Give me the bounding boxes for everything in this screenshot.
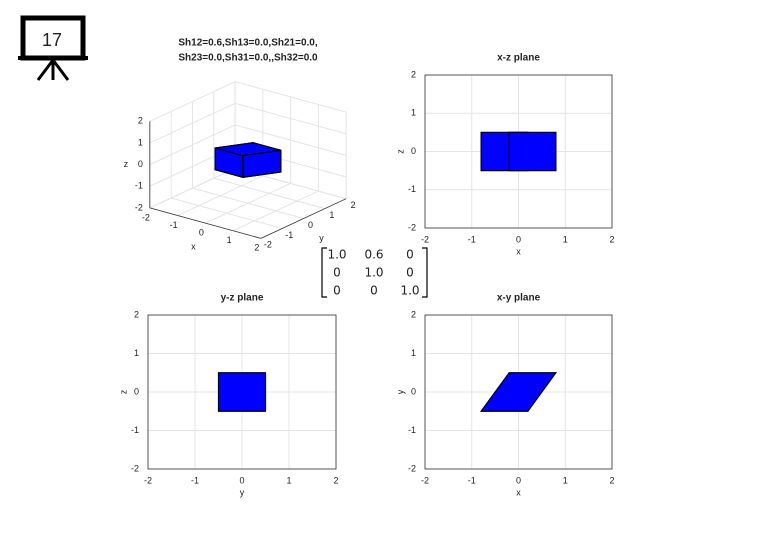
y-tick-label: -2 (131, 463, 139, 473)
matrix-cell: 0 (333, 266, 341, 280)
chart-title: y-z plane (221, 293, 264, 304)
grid-line (234, 102, 347, 135)
x-tick-label: 0 (199, 228, 204, 238)
x-tick-label: 1 (563, 475, 568, 485)
axes-box (424, 74, 613, 229)
matrix-cell: 1.0 (400, 284, 419, 298)
y-tick-label: -1 (408, 184, 416, 194)
y-tick-label: -1 (285, 230, 293, 240)
y-tick-label: 2 (411, 69, 416, 79)
x-tick-label: -1 (170, 220, 178, 230)
y-tick-label: -1 (408, 425, 416, 435)
x-tick-label: -1 (468, 234, 476, 244)
x-tick-label: -1 (468, 475, 476, 485)
matrix-cell: 0.6 (364, 248, 383, 262)
z-tick-label: -1 (135, 181, 143, 191)
matrix-cell: 0 (370, 284, 378, 298)
y-axis-label: z (395, 149, 405, 154)
z-tick-label: 0 (138, 159, 143, 169)
x-tick-label: 1 (227, 235, 232, 245)
shape (479, 372, 558, 412)
x-axis-label: x (516, 487, 521, 497)
grid-line (149, 102, 236, 144)
z-tick-label: -2 (135, 202, 143, 212)
grid-line (171, 197, 283, 229)
shape (217, 372, 267, 412)
x-tick-label: 0 (516, 475, 521, 485)
x-tick-label: 2 (609, 475, 614, 485)
y-tick-label: -2 (408, 222, 416, 232)
x-tick-label: 1 (563, 234, 568, 244)
axis-line (149, 207, 262, 239)
x-axis-label: x (191, 242, 196, 252)
matrix-cell: 1.0 (327, 248, 346, 262)
grid-line (213, 177, 325, 210)
x-tick-label: -2 (421, 234, 429, 244)
matrix-cell: 0 (333, 284, 341, 298)
y-tick-label: 2 (351, 200, 356, 210)
z-tick-label: 1 (138, 137, 143, 147)
y-axis-label: z (118, 389, 128, 394)
x-axis-label: x (516, 246, 521, 256)
grid-line (149, 124, 236, 166)
y-axis-label: y (319, 233, 324, 243)
grid-line (149, 81, 236, 122)
y-tick-label: 1 (411, 108, 416, 118)
icon-leg (51, 59, 70, 81)
grid-line (234, 81, 347, 113)
y-tick-label: -1 (131, 425, 139, 435)
y-tick-label: 0 (308, 220, 313, 230)
grid-line (192, 187, 304, 220)
grid-line (149, 167, 236, 209)
y-tick-label: 2 (134, 309, 139, 319)
x-tick-label: 0 (239, 475, 244, 485)
y-tick-label: 0 (411, 386, 416, 396)
x-tick-label: 0 (516, 234, 521, 244)
x-tick-label: 2 (333, 475, 338, 485)
y-tick-label: 2 (411, 309, 416, 319)
axes-box (424, 314, 613, 470)
axis-line (260, 198, 347, 239)
slide-number: 17 (42, 30, 62, 50)
slide-icon: 17 (18, 15, 88, 81)
chart-title: x-z plane (497, 53, 540, 64)
y-tick-label: -2 (408, 463, 416, 473)
y-tick-label: 0 (134, 386, 139, 396)
chart-title: Sh12=0.6,Sh13=0.0,Sh21=0.0, (178, 38, 317, 49)
matrix-cell: 1.0 (364, 266, 383, 280)
x-axis-label: y (240, 487, 245, 497)
x-tick-label: 1 (286, 475, 291, 485)
shape (508, 131, 557, 172)
box-face (242, 149, 282, 178)
grid-line (234, 124, 347, 156)
chart-title: Sh23=0.0,Sh31=0.0,,Sh32=0.0 (178, 53, 318, 64)
y-tick-label: 0 (411, 146, 416, 156)
y-tick-label: 1 (134, 348, 139, 358)
x-tick-label: -2 (421, 475, 429, 485)
z-axis-label: z (124, 159, 129, 169)
matrix-bracket (321, 247, 428, 298)
x-tick-label: -2 (142, 212, 150, 222)
x-tick-label: -2 (144, 475, 152, 485)
matrix-cell: 0 (406, 248, 414, 262)
x-tick-label: 2 (609, 234, 614, 244)
x-tick-label: 2 (254, 243, 259, 253)
y-axis-label: y (395, 389, 405, 394)
axes-box (147, 314, 337, 470)
z-tick-label: 2 (138, 116, 143, 126)
icon-leg (36, 59, 55, 81)
matrix-cell: 0 (406, 266, 414, 280)
y-tick-label: 1 (411, 348, 416, 358)
chart-title: x-y plane (497, 293, 541, 304)
x-tick-label: -1 (191, 475, 199, 485)
y-tick-label: -2 (264, 240, 272, 250)
y-tick-label: 1 (329, 210, 334, 220)
